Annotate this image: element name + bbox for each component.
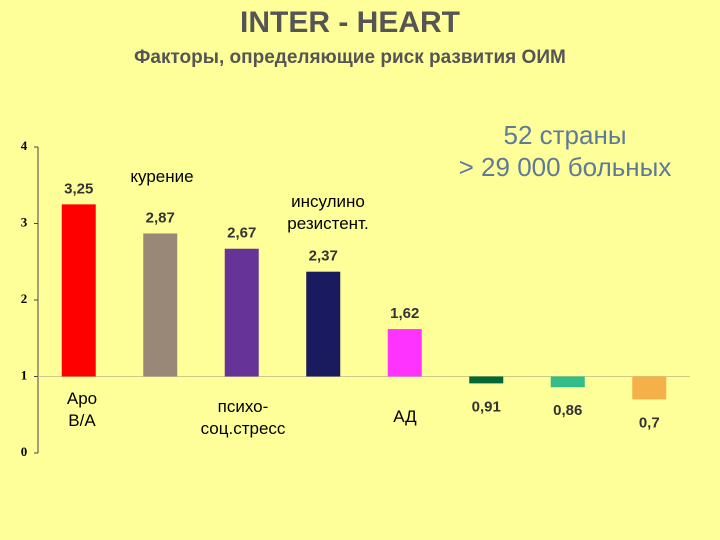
y-tick-label: 0 bbox=[21, 444, 28, 459]
category-label: Apo B/A bbox=[67, 389, 97, 430]
annotation: > 29 000 больных bbox=[459, 152, 672, 182]
y-tick-label: 2 bbox=[21, 291, 28, 306]
chart-title: INTER - HEART bbox=[240, 6, 460, 39]
value-label: 2,37 bbox=[309, 248, 338, 265]
bar bbox=[387, 329, 422, 377]
category-label: АД bbox=[393, 407, 417, 426]
value-label: 2,87 bbox=[146, 209, 175, 226]
y-tick-label: 1 bbox=[21, 367, 28, 382]
value-label: 0,86 bbox=[553, 402, 582, 419]
bar bbox=[306, 271, 341, 377]
value-label: 1,62 bbox=[390, 305, 419, 322]
value-label: 3,25 bbox=[64, 180, 93, 197]
bar bbox=[550, 376, 585, 388]
value-label: 0,7 bbox=[639, 414, 660, 431]
bar bbox=[469, 376, 504, 384]
category-label: инсулино резистент. bbox=[287, 192, 368, 233]
bar bbox=[143, 233, 178, 377]
bar bbox=[224, 248, 259, 377]
value-label: 2,67 bbox=[227, 225, 256, 242]
category-label: психо-соц.стресс bbox=[201, 397, 286, 438]
chart-subtitle: Факторы, определяющие риск развития ОИМ bbox=[134, 47, 566, 68]
y-tick-label: 3 bbox=[21, 214, 28, 229]
value-label: 0,91 bbox=[472, 398, 501, 415]
bar bbox=[632, 376, 667, 400]
bar bbox=[61, 204, 96, 377]
category-label: курение bbox=[130, 167, 193, 186]
annotation: 52 страны bbox=[503, 120, 626, 150]
y-tick-label: 4 bbox=[21, 138, 28, 153]
